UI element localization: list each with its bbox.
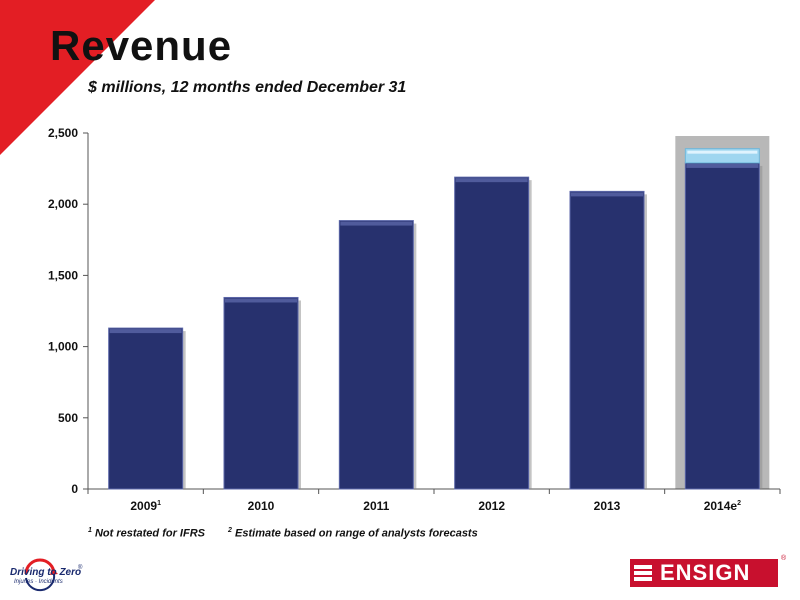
y-tick-label: 1,500 <box>48 268 78 282</box>
bar-top-highlight <box>109 329 182 334</box>
x-tick-label: 2010 <box>248 499 275 513</box>
bar-top-highlight <box>571 192 643 197</box>
y-tick-label: 500 <box>58 411 78 425</box>
x-tick-label: 2011 <box>363 499 389 513</box>
chart-subtitle: $ millions, 12 months ended December 31 <box>88 79 407 96</box>
footnote-2: 2 Estimate based on range of analysts fo… <box>228 527 478 540</box>
bar-2012 <box>454 176 530 490</box>
driving-to-zero-tagline: Injuries · Incidents <box>14 579 63 585</box>
corner-accent <box>0 0 155 155</box>
ensign-registered-mark-icon: ® <box>781 555 787 562</box>
estimate-band-shine <box>687 150 758 154</box>
ensign-flag-icon <box>634 565 652 581</box>
footnote-1: 1 Not restated for IFRS <box>88 527 205 540</box>
page-title: Revenue <box>50 22 233 69</box>
ensign-logo: ENSIGN <box>630 559 778 587</box>
y-tick-label: 0 <box>71 482 78 496</box>
footnotes: 1 Not restated for IFRS 2 Estimate based… <box>88 527 498 540</box>
revenue-bar-chart: 0 500 1,000 1,500 2,000 2,500 20091 2010 2011 201… <box>48 126 781 513</box>
driving-to-zero-logo-icon <box>24 558 58 592</box>
bar-top-highlight <box>340 221 413 226</box>
x-tick-label: 20091 <box>130 499 161 513</box>
y-tick-label: 1,000 <box>48 340 78 354</box>
bar-2013 <box>569 190 645 490</box>
bar-2009 <box>108 327 184 490</box>
x-tick-label: 2012 <box>478 499 505 513</box>
bar-top-highlight <box>686 163 759 168</box>
bar-2010 <box>223 296 299 490</box>
y-tick-label: 2,500 <box>48 126 78 140</box>
bar-top-highlight <box>455 178 528 183</box>
y-tick-label: 2,000 <box>48 197 78 211</box>
bar-2011 <box>338 220 414 490</box>
x-tick-label: 2013 <box>594 499 621 513</box>
registered-mark-icon: ® <box>78 565 83 571</box>
x-tick-label: 2014e2 <box>704 499 741 513</box>
bar-2014e <box>684 162 760 490</box>
ensign-wordmark: ENSIGN <box>660 560 751 585</box>
driving-to-zero-label: Driving to Zero <box>10 567 82 578</box>
bar-top-highlight <box>225 298 297 303</box>
